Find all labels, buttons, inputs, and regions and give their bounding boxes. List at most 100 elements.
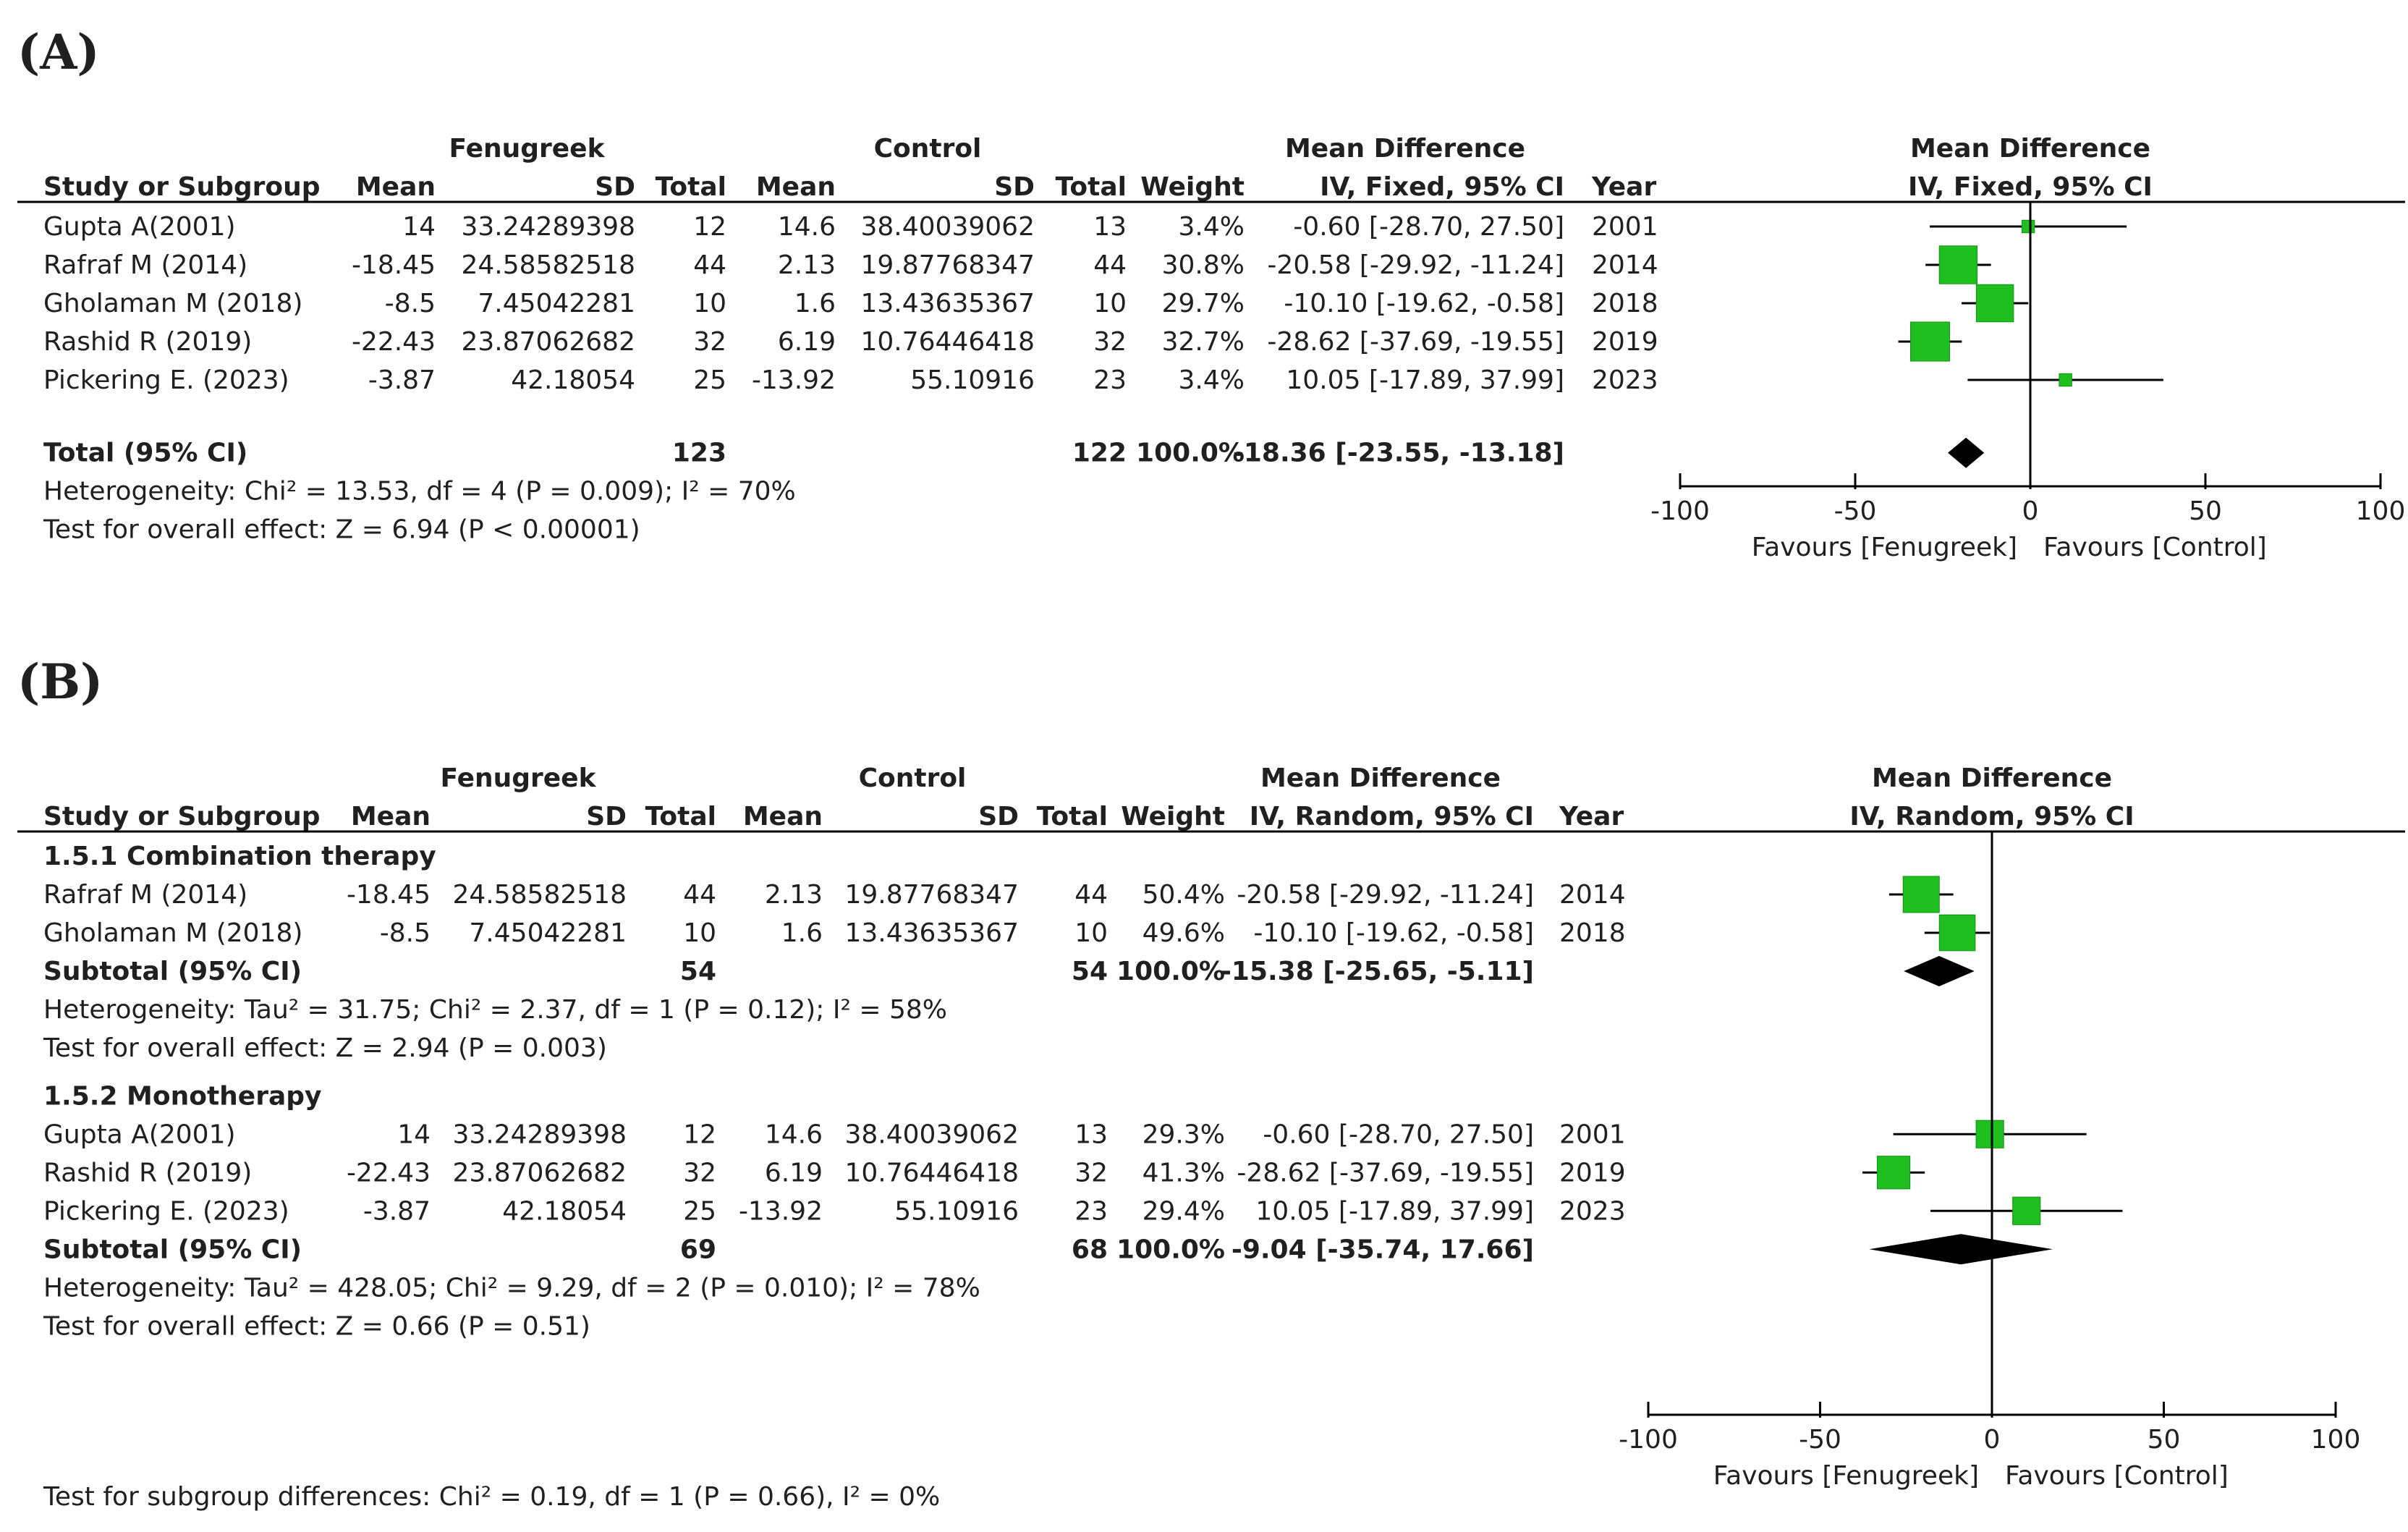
ctrl-total-value: 10 [1074, 918, 1108, 948]
mean-difference-header: Mean Difference [1260, 763, 1501, 793]
exp-sd-value: 33.24289398 [453, 1120, 627, 1149]
subtotal-exp-total: 123 [672, 439, 726, 468]
pooled-effect-diamond [1948, 437, 1985, 468]
subtotal-weight: 100.0% [1116, 957, 1225, 986]
exp-total-header: Total [645, 802, 716, 831]
ctrl-sd-value: 55.10916 [894, 1196, 1019, 1226]
ci-value: -20.58 [-29.92, -11.24] [1267, 250, 1564, 280]
study-name: Rashid R (2019) [43, 1158, 252, 1188]
exp-total-value: 44 [683, 880, 716, 910]
favours-left-label: Favours [Fenugreek] [1713, 1461, 1979, 1491]
exp-total-value: 32 [693, 327, 726, 357]
exp-total-value: 10 [683, 918, 716, 948]
year-value: 2001 [1592, 212, 1658, 242]
year-value: 2019 [1592, 327, 1658, 357]
exp-mean-value: -3.87 [363, 1196, 431, 1226]
exp-total-value: 44 [693, 250, 726, 280]
study-name: Rashid R (2019) [43, 327, 252, 357]
exp-sd-value: 24.58582518 [453, 880, 627, 910]
favours-right-label: Favours [Control] [2005, 1461, 2229, 1491]
ci-value: -20.58 [-29.92, -11.24] [1237, 880, 1534, 910]
exp-mean-value: -8.5 [385, 289, 436, 318]
heterogeneity-text: Heterogeneity: Tau² = 428.05; Chi² = 9.2… [43, 1273, 980, 1303]
exp-total-value: 12 [683, 1120, 716, 1149]
study-effect-marker [1938, 245, 1978, 284]
subtotal-exp-total: 54 [680, 957, 716, 986]
plot-mean-difference-header: Mean Difference [1910, 134, 2150, 164]
ctrl-mean-header: Mean [743, 802, 823, 831]
subtotal-ci: -18.36 [-23.55, -13.18] [1233, 439, 1564, 468]
overall-effect-text: Test for overall effect: Z = 0.66 (P = 0… [43, 1311, 590, 1341]
study-name: Gupta A(2001) [43, 1120, 236, 1149]
x-axis-tick-label: 50 [2148, 1425, 2181, 1455]
study-name: Pickering E. (2023) [43, 365, 289, 395]
control-group-header: Control [859, 763, 967, 793]
weight-value: 3.4% [1179, 212, 1245, 242]
favours-right-label: Favours [Control] [2043, 533, 2267, 562]
ctrl-sd-header: SD [994, 172, 1035, 202]
exp-sd-header: SD [595, 172, 635, 202]
exp-mean-header: Mean [356, 172, 436, 202]
exp-sd-value: 42.18054 [511, 365, 635, 395]
subtotal-weight: 100.0% [1116, 1235, 1225, 1264]
ci-value: 10.05 [-17.89, 37.99] [1286, 365, 1564, 395]
subtotal-ctrl-total: 122 [1072, 439, 1127, 468]
ctrl-mean-value: 14.6 [778, 212, 836, 242]
exp-sd-value: 23.87062682 [453, 1158, 627, 1188]
subtotal-label: Subtotal (95% CI) [43, 957, 302, 986]
subgroup-heading: 1.5.1 Combination therapy [43, 842, 436, 871]
exp-sd-value: 24.58582518 [462, 250, 636, 280]
year-value: 2023 [1592, 365, 1658, 395]
ctrl-sd-value: 38.40039062 [845, 1120, 1019, 1149]
ci-value: -28.62 [-37.69, -19.55] [1267, 327, 1564, 357]
study-name: Gholaman M (2018) [43, 289, 302, 318]
plot-mean-difference-header: Mean Difference [1872, 763, 2112, 793]
exp-mean-value: -22.43 [347, 1158, 431, 1188]
study-effect-marker [1975, 284, 2014, 323]
x-axis-tick-label: 50 [2189, 496, 2222, 526]
year-header: Year [1591, 172, 1656, 202]
weight-value: 3.4% [1179, 365, 1245, 395]
year-value: 2014 [1559, 880, 1626, 910]
year-value: 2023 [1559, 1196, 1626, 1226]
ctrl-mean-value: -13.92 [739, 1196, 823, 1226]
ctrl-total-header: Total [1037, 802, 1108, 831]
ci-value: -10.10 [-19.62, -0.58] [1284, 289, 1564, 318]
ctrl-total-value: 44 [1074, 880, 1108, 910]
exp-sd-header: SD [586, 802, 627, 831]
exp-sd-value: 23.87062682 [462, 327, 636, 357]
ci-value: -28.62 [-37.69, -19.55] [1237, 1158, 1534, 1188]
ctrl-total-value: 23 [1093, 365, 1127, 395]
subtotal-exp-total: 69 [680, 1235, 716, 1264]
weight-value: 32.7% [1162, 327, 1245, 357]
subtotal-ctrl-total: 54 [1072, 957, 1108, 986]
x-axis-tick-label: 0 [1984, 1425, 2001, 1455]
ctrl-mean-value: 1.6 [794, 289, 836, 318]
x-axis-tick-label: 100 [2356, 496, 2406, 526]
method-header: IV, Random, 95% CI [1250, 802, 1534, 831]
exp-mean-value: -18.45 [352, 250, 436, 280]
exp-total-value: 12 [693, 212, 726, 242]
exp-total-value: 25 [693, 365, 726, 395]
ctrl-total-value: 10 [1093, 289, 1127, 318]
weight-value: 30.8% [1162, 250, 1245, 280]
study-effect-marker [1909, 321, 1950, 362]
heterogeneity-text: Heterogeneity: Chi² = 13.53, df = 4 (P =… [43, 477, 796, 507]
study-effect-marker [1938, 914, 1976, 952]
study-name: Rafraf M (2014) [43, 880, 247, 910]
ctrl-sd-value: 10.76446418 [845, 1158, 1019, 1188]
ctrl-mean-value: 6.19 [778, 327, 836, 357]
ctrl-total-value: 13 [1074, 1120, 1108, 1149]
plot-method-header: IV, Fixed, 95% CI [1908, 172, 2153, 202]
subtotal-ci: -15.38 [-25.65, -5.11] [1221, 957, 1534, 986]
ctrl-total-value: 32 [1074, 1158, 1108, 1188]
x-axis-tick-label: -50 [1834, 496, 1877, 526]
year-value: 2001 [1559, 1120, 1626, 1149]
exp-mean-header: Mean [351, 802, 431, 831]
ctrl-mean-value: 6.19 [765, 1158, 823, 1188]
overall-effect-text: Test for overall effect: Z = 2.94 (P = 0… [43, 1033, 607, 1063]
exp-sd-value: 7.45042281 [478, 289, 635, 318]
study-column-header: Study or Subgroup [43, 802, 321, 831]
ci-value: 10.05 [-17.89, 37.99] [1255, 1196, 1534, 1226]
